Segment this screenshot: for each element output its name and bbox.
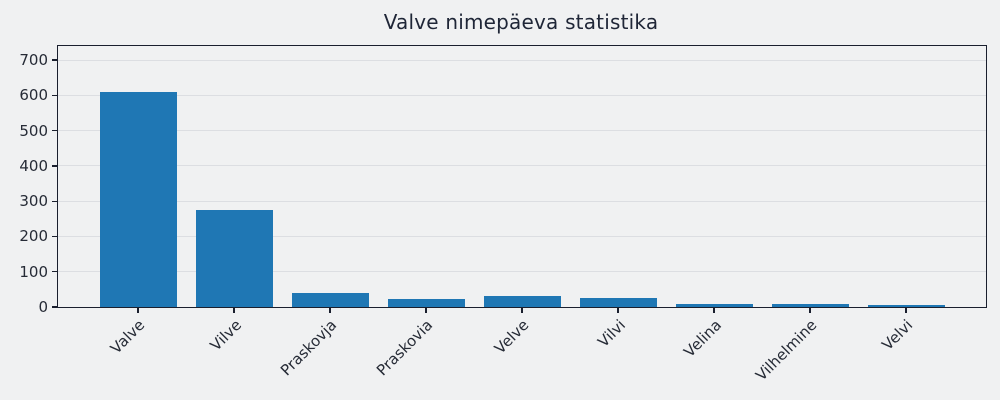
- bar-valve: [99, 91, 177, 307]
- y-tick-mark: [52, 94, 57, 97]
- x-tick-mark: [425, 308, 427, 313]
- gridline: [58, 130, 986, 132]
- y-tick-mark: [52, 200, 57, 202]
- gridline: [58, 165, 986, 167]
- y-tick-mark: [52, 59, 57, 61]
- gridline: [58, 200, 986, 202]
- y-tick-label: 600: [19, 86, 48, 105]
- chart-title: Valve nimepäeva statistika: [383, 10, 659, 34]
- x-tick-mark: [521, 308, 523, 313]
- gridline: [58, 94, 986, 96]
- bar-vilhelmine: [771, 304, 849, 307]
- y-tick-label: 300: [19, 192, 48, 211]
- x-tick-mark: [905, 308, 907, 313]
- bar-velve: [483, 296, 561, 307]
- x-tick-label-text: Praskovja: [277, 316, 341, 380]
- y-tick-label: 500: [19, 121, 48, 140]
- x-tick-mark: [713, 308, 715, 313]
- y-tick-label: 700: [19, 51, 48, 70]
- x-tick-label-text: Valve: [107, 316, 149, 358]
- y-tick-mark: [52, 165, 57, 167]
- y-tick-mark: [52, 129, 57, 132]
- x-tick-label-text: Vilvi: [593, 316, 629, 351]
- y-tick-mark: [52, 235, 57, 238]
- bar-vilve: [195, 210, 273, 307]
- gridline: [58, 235, 986, 237]
- y-tick-label: 400: [19, 156, 48, 175]
- x-tick-label-text: Velve: [491, 316, 533, 358]
- x-tick-mark: [809, 308, 811, 313]
- bar-velvi: [867, 305, 945, 307]
- y-tick-label: 0: [38, 298, 48, 316]
- x-tick-mark: [137, 308, 139, 313]
- bar-vilvi: [579, 297, 657, 307]
- y-tick-mark: [52, 306, 57, 308]
- bar-velina: [675, 304, 753, 307]
- x-tick-label-text: Velvi: [878, 316, 917, 354]
- x-tick-mark: [233, 308, 235, 313]
- bar-praskovia: [387, 299, 465, 307]
- x-tick-mark: [617, 308, 619, 313]
- gridline: [58, 59, 986, 61]
- x-tick-label-text: Vilhelmine: [752, 316, 821, 385]
- y-tick-label: 200: [19, 227, 48, 246]
- y-tick-label: 100: [19, 262, 48, 281]
- x-tick-mark: [329, 308, 331, 313]
- x-tick-label-text: Praskovia: [373, 316, 437, 380]
- plot-area: 0 100 200 300 400 500 600 700 Valve Vilve Praskovj…: [19, 45, 987, 384]
- y-tick-mark: [52, 271, 57, 273]
- x-tick-label-text: Vilve: [206, 316, 245, 355]
- bar-praskovja: [291, 293, 369, 307]
- gridline: [58, 271, 986, 273]
- x-tick-label-text: Velina: [679, 316, 725, 361]
